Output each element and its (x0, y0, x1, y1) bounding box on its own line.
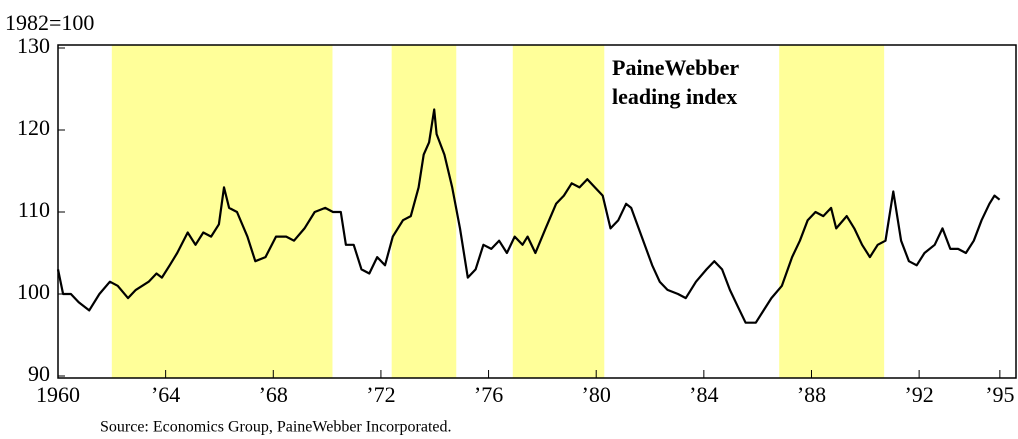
x-tick-label: ’95 (985, 382, 1014, 407)
x-tick-label: ’80 (582, 382, 611, 407)
x-tick-label: ’72 (366, 382, 395, 407)
x-tick-label: ’92 (904, 382, 933, 407)
shaded-period (512, 45, 605, 378)
data-line (56, 108, 1001, 324)
y-tick-label: 90 (28, 361, 50, 386)
source-note: Source: Economics Group, PaineWebber Inc… (100, 419, 451, 436)
y-tick-label: 120 (17, 115, 50, 140)
y-tick-label: 130 (17, 33, 50, 58)
x-tick-label: ’68 (259, 382, 288, 407)
plot-layer (56, 44, 1017, 379)
x-tick-label: ’64 (151, 382, 180, 407)
x-tick-label: ’84 (689, 382, 718, 407)
x-tick-label: 1960 (36, 382, 80, 407)
y-axis-label: 1982=100 (5, 10, 94, 35)
x-tick-label: ’76 (474, 382, 503, 407)
y-tick-label: 100 (17, 279, 50, 304)
shaded-period (391, 45, 457, 378)
x-tick-label: ’88 (797, 382, 826, 407)
annotation: PaineWebber (612, 55, 739, 80)
shaded-period (111, 45, 333, 378)
plot-frame (57, 44, 1017, 379)
shading-layer (111, 45, 885, 378)
annotation: leading index (612, 84, 737, 109)
y-tick-label: 110 (18, 197, 50, 222)
